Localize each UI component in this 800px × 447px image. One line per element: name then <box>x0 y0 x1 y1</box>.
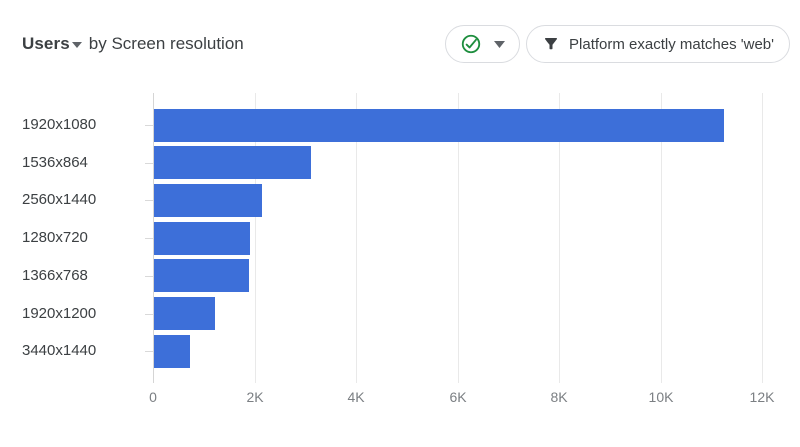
category-label: 1280x720 <box>22 229 88 246</box>
metric-dropdown[interactable]: Users <box>22 34 84 54</box>
gridline <box>356 93 357 383</box>
bar-chart: 0 2K 4K 6K 8K 10K 12K 1920x1080 1536x864 2560x144… <box>0 85 800 435</box>
chart-title: Users by Screen resolution <box>22 34 244 54</box>
x-tick-label: 4K <box>347 389 365 405</box>
y-tick <box>145 351 153 352</box>
bar[interactable] <box>154 109 724 142</box>
y-tick <box>145 238 153 239</box>
bar[interactable] <box>154 222 250 255</box>
x-tick-label: 8K <box>550 389 568 405</box>
y-tick <box>145 314 153 315</box>
category-label: 1920x1080 <box>22 116 97 133</box>
x-tick-label: 6K <box>449 389 467 405</box>
category-label: 1536x864 <box>22 154 88 171</box>
caret-down-icon <box>494 40 506 48</box>
gridline <box>559 93 560 383</box>
gridline <box>661 93 662 383</box>
x-tick-label: 0 <box>149 389 157 405</box>
bar[interactable] <box>154 335 190 368</box>
bar[interactable] <box>154 297 215 330</box>
gridline <box>762 93 763 383</box>
filter-chip[interactable]: Platform exactly matches 'web' <box>526 25 790 63</box>
gridline <box>255 93 256 383</box>
x-tick-label: 2K <box>246 389 264 405</box>
bar[interactable] <box>154 146 311 179</box>
data-quality-dropdown[interactable] <box>445 25 521 63</box>
header-controls: Platform exactly matches 'web' <box>445 25 790 63</box>
metric-label: Users <box>22 34 70 53</box>
x-tick-label: 10K <box>648 389 674 405</box>
y-tick <box>145 276 153 277</box>
y-tick <box>145 125 153 126</box>
bar[interactable] <box>154 184 262 217</box>
category-label: 1920x1200 <box>22 305 97 322</box>
check-circle-icon <box>461 34 481 54</box>
chart-header: Users by Screen resolution Platform exac… <box>22 25 790 63</box>
y-tick <box>145 163 153 164</box>
y-tick <box>145 200 153 201</box>
dimension-label: by Screen resolution <box>88 34 244 53</box>
filter-icon <box>545 38 558 50</box>
y-axis-line <box>153 93 154 383</box>
category-label: 3440x1440 <box>22 342 97 359</box>
caret-down-icon <box>71 42 82 48</box>
bar[interactable] <box>154 259 249 292</box>
category-label: 2560x1440 <box>22 191 97 208</box>
gridline <box>458 93 459 383</box>
category-label: 1366x768 <box>22 267 88 284</box>
filter-chip-label: Platform exactly matches 'web' <box>569 35 774 53</box>
x-tick-label: 12K <box>749 389 775 405</box>
